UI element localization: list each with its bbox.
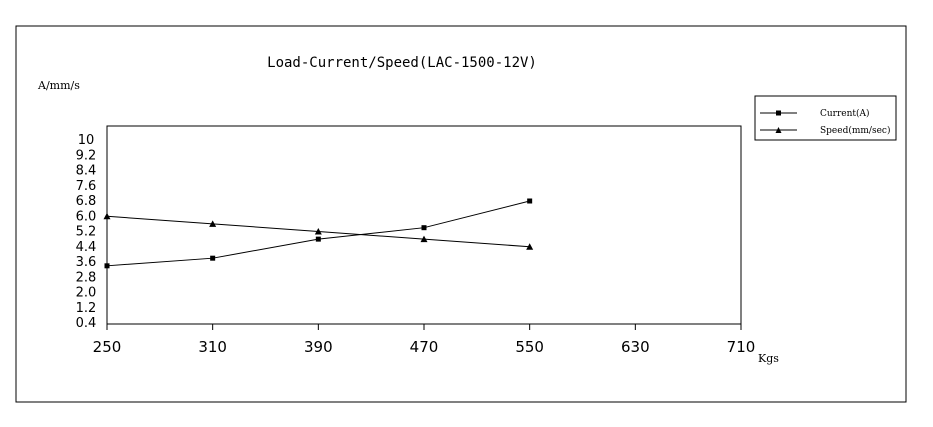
data-point-speed [209, 220, 217, 227]
y-tick-label: 3.6 [76, 255, 97, 270]
y-axis-ticks: 109.28.47.66.86.05.24.43.62.82.01.20.4 [76, 133, 97, 331]
chart-title: Load-Current/Speed(LAC-1500-12V) [267, 55, 537, 71]
x-tick-label: 710 [727, 338, 756, 356]
y-tick-label: 2.0 [76, 286, 97, 301]
series-layer [103, 198, 534, 269]
y-tick-label: 4.4 [76, 240, 97, 255]
y-tick-label: 7.6 [76, 179, 97, 194]
y-tick-label: 5.2 [76, 225, 97, 240]
plot-area [106, 125, 742, 325]
x-axis-label: Kgs [758, 352, 779, 365]
data-point-speed [420, 235, 428, 243]
data-point-speed [103, 212, 111, 220]
data-point-speed [526, 243, 534, 250]
data-point-current [210, 255, 216, 261]
data-point-current [527, 198, 533, 204]
data-point-current [421, 225, 427, 231]
y-tick-label: 1.2 [76, 301, 97, 316]
y-axis-label: A/mm/s [37, 79, 80, 92]
y-tick-label: 8.4 [76, 164, 97, 179]
y-tick-label: 2.8 [76, 270, 97, 285]
legend-current-label: Current(A) [820, 108, 870, 119]
data-point-current [104, 263, 110, 269]
y-tick-label: 6.0 [76, 209, 97, 224]
legend-speed-label: Speed(mm/sec) [820, 125, 890, 136]
legend: Current(A) Speed(mm/sec) [754, 95, 897, 141]
y-tick-label: 9.2 [76, 148, 97, 163]
x-tick-label: 310 [198, 338, 227, 356]
legend-current-marker [776, 110, 781, 116]
x-tick-label: 250 [93, 338, 122, 356]
legend-speed-marker [775, 127, 782, 133]
x-axis-ticks: 250 310 390 470 550 630 710 [93, 324, 756, 356]
data-point-current [315, 236, 321, 242]
data-point-speed [314, 228, 322, 235]
x-tick-label: 390 [304, 338, 333, 356]
y-tick-label: 6.8 [76, 194, 97, 209]
x-tick-label: 630 [621, 338, 650, 356]
y-tick-label: 10 [78, 133, 95, 148]
x-tick-label: 470 [410, 338, 439, 356]
x-tick-label: 550 [515, 338, 544, 356]
y-tick-label: 0.4 [76, 316, 97, 331]
